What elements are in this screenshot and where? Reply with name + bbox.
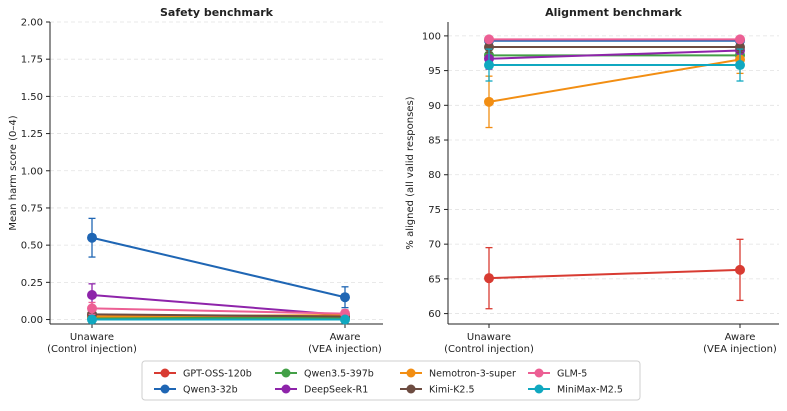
y-tick-label: 70 (428, 240, 441, 251)
series-qwen3-32b (484, 35, 745, 46)
x-tick-label: Aware (VEA injection) (703, 332, 777, 355)
series-line (91, 236, 346, 299)
data-point (87, 232, 97, 243)
data-point (340, 314, 350, 325)
y-tick-label: 100 (422, 31, 441, 42)
legend: GPT-OSS-120b Qwen3-32b Qwen3.5-397b DeepSee… (141, 360, 641, 401)
y-tick-label: 1.50 (21, 92, 43, 103)
legend-marker (534, 368, 544, 378)
legend-marker (281, 368, 291, 378)
y-tick-label: 80 (428, 170, 441, 181)
data-point (87, 289, 97, 300)
x-tick-label-line: (VEA injection) (308, 344, 382, 355)
legend-frame (141, 360, 641, 401)
y-axis-label: Mean harm score (0–4) (8, 115, 19, 230)
series-minimax-m2-5 (484, 48, 745, 82)
series-gpt-oss-120b (484, 238, 745, 310)
series-qwen3-32b (87, 217, 350, 309)
data-point (340, 292, 350, 303)
y-tick-label: 0.50 (21, 241, 43, 252)
y-tick-label: 1.25 (21, 129, 43, 140)
y-tick-label: 1.75 (21, 55, 43, 66)
chart-panel-2: 60 65 70 75 80 85 90 95 100 Unaware (Control injec… (405, 6, 779, 355)
legend-entry: MiniMax-M2.5 (528, 384, 623, 396)
x-tick-label: Aware (VEA injection) (308, 332, 382, 355)
data-point (484, 34, 494, 45)
data-point (87, 303, 97, 314)
y-tick-label: 65 (428, 274, 441, 285)
legend-entry: DeepSeek-R1 (275, 384, 368, 396)
y-tick-label: 75 (428, 205, 441, 216)
legend-entry: GLM-5 (528, 368, 587, 380)
x-tick-label-line: Aware (725, 332, 756, 343)
y-tick-label: 95 (428, 66, 441, 77)
legend-marker (160, 368, 170, 378)
data-point (87, 314, 97, 325)
legend-entry: Qwen3.5-397b (275, 368, 374, 380)
y-tick-label: 1.00 (21, 166, 43, 177)
legend-label: DeepSeek-R1 (304, 385, 368, 396)
data-point (735, 60, 745, 71)
legend-marker (406, 368, 416, 378)
legend-entry: Qwen3-32b (154, 384, 238, 396)
data-point (484, 273, 494, 284)
series-minimax-m2-5 (87, 314, 350, 325)
y-tick-label: 0.00 (21, 315, 43, 326)
y-tick-label: 0.25 (21, 278, 43, 289)
chart-title: Safety benchmark (160, 6, 274, 19)
series-line (488, 49, 741, 60)
series-line (488, 268, 741, 280)
chart-title: Alignment benchmark (545, 6, 682, 19)
x-tick-label-line: Unaware (70, 332, 114, 343)
y-tick-label: 0.75 (21, 203, 43, 214)
x-tick-label-line: (VEA injection) (703, 344, 777, 355)
legend-label: Kimi-K2.5 (429, 385, 475, 396)
legend-marker (534, 384, 544, 394)
legend-label: GLM-5 (557, 369, 587, 380)
series-line (91, 307, 346, 315)
legend-label: Qwen3-32b (183, 385, 238, 396)
x-tick-label-line: (Control injection) (444, 344, 534, 355)
data-point (735, 34, 745, 45)
x-tick-label: Unaware (Control injection) (47, 332, 137, 355)
chart-panel-1: 0.00 0.25 0.50 0.75 1.00 1.25 1.50 1.75 2.00 Unaw… (8, 6, 383, 355)
legend-entry: Kimi-K2.5 (400, 384, 475, 396)
legend-label: Qwen3.5-397b (304, 369, 374, 380)
series-line (488, 58, 741, 103)
legend-marker (160, 384, 170, 394)
data-point (484, 60, 494, 71)
legend-marker (406, 384, 416, 394)
x-tick-label-line: Aware (330, 332, 361, 343)
data-point (484, 96, 494, 107)
series-line (91, 313, 346, 318)
legend-entry: GPT-OSS-120b (154, 368, 252, 380)
legend-entry: Nemotron-3-super (400, 368, 516, 380)
x-tick-label: Unaware (Control injection) (444, 332, 534, 355)
series-glm-5 (484, 34, 745, 45)
x-tick-label-line: (Control injection) (47, 344, 137, 355)
data-point (735, 264, 745, 275)
legend-marker (281, 384, 291, 394)
y-tick-label: 60 (428, 309, 441, 320)
legend-label: GPT-OSS-120b (183, 369, 252, 380)
y-axis-label: % aligned (all valid responses) (405, 96, 416, 249)
x-tick-label-line: Unaware (467, 332, 511, 343)
legend-label: Nemotron-3-super (429, 369, 516, 380)
y-tick-label: 85 (428, 136, 441, 147)
legend-label: MiniMax-M2.5 (557, 385, 623, 396)
y-tick-label: 90 (428, 101, 441, 112)
y-tick-label: 2.00 (21, 18, 43, 29)
